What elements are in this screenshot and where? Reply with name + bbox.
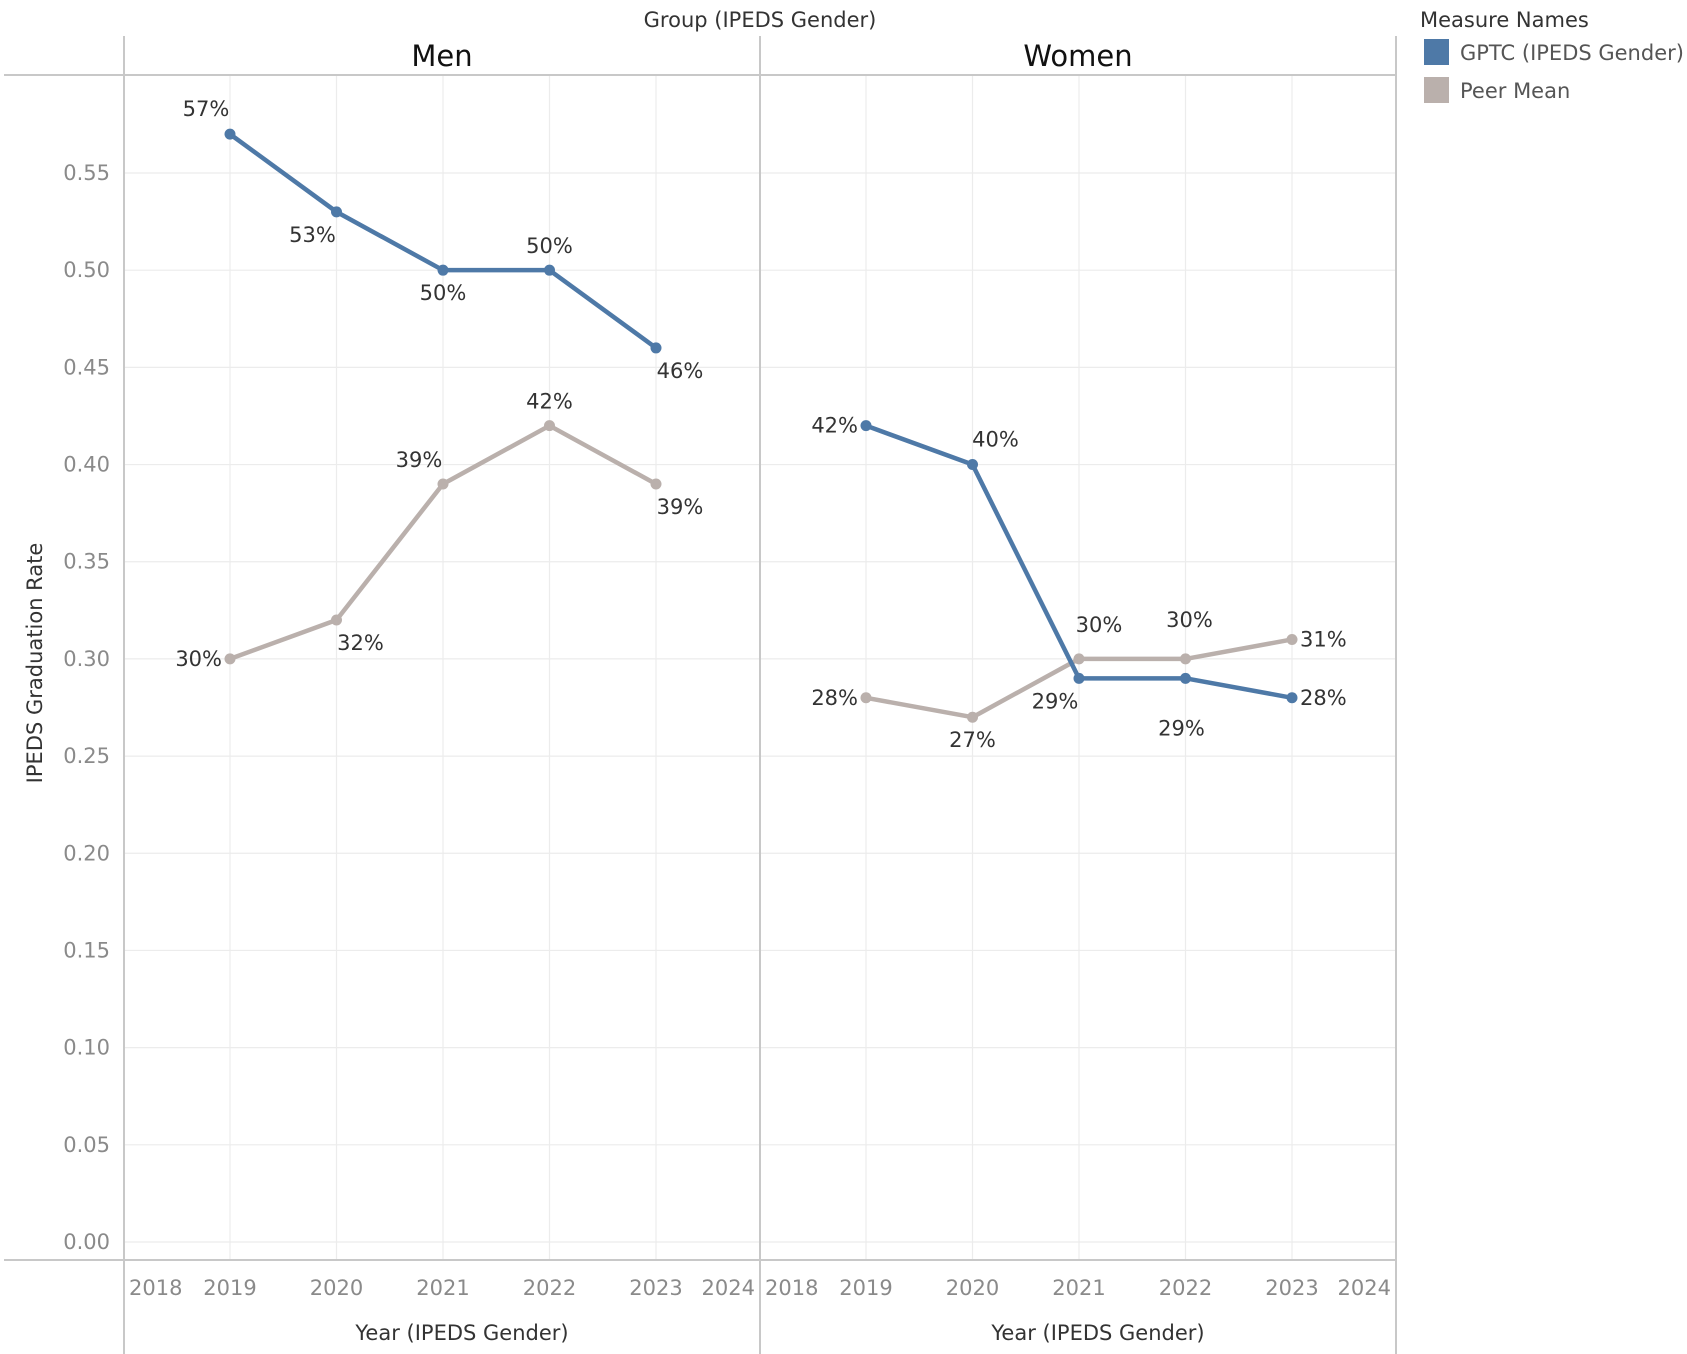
data-point [1286, 633, 1298, 645]
data-label: 30% [1076, 613, 1123, 637]
data-point [224, 653, 236, 665]
data-point [650, 342, 662, 354]
data-point [544, 264, 555, 276]
data-point [860, 420, 872, 432]
legend-label: Peer Mean [1460, 79, 1570, 103]
x-tick-label: 2022 [523, 1276, 576, 1300]
data-point [437, 264, 449, 276]
x-tick-label: 2022 [1159, 1276, 1212, 1300]
data-point [1073, 672, 1085, 684]
y-tick-label: 0.00 [63, 1230, 110, 1254]
column-header: Group (IPEDS Gender) [644, 8, 877, 32]
y-tick-label: 0.10 [63, 1036, 110, 1060]
data-label: 39% [657, 495, 704, 519]
y-tick-label: 0.30 [63, 647, 110, 671]
data-point [1180, 672, 1191, 684]
data-point [1180, 653, 1191, 665]
data-label: 28% [811, 686, 858, 710]
data-label: 50% [420, 281, 467, 305]
data-point [331, 206, 342, 218]
y-tick-label: 0.25 [63, 744, 110, 768]
data-label: 42% [526, 390, 573, 414]
x-tick-label: 2020 [310, 1276, 363, 1300]
x-tick-label: 2019 [203, 1276, 256, 1300]
data-label: 46% [657, 359, 704, 383]
data-point [860, 692, 872, 704]
x-tick-label: 2024 [1338, 1276, 1391, 1300]
data-point [544, 420, 555, 432]
legend-title: Measure Names [1420, 8, 1589, 32]
data-label: 27% [949, 728, 996, 752]
x-tick-label: 2021 [416, 1276, 469, 1300]
panel-frames [4, 36, 1397, 1354]
data-labels: 30% 32% 39% 42% 39% 57% 53% 50% 50% 46% 28% 27% 30% 3… [175, 97, 1346, 752]
y-tick-label: 0.45 [63, 355, 110, 379]
data-label: 42% [811, 414, 858, 438]
x-tick-label: 2023 [1265, 1276, 1318, 1300]
y-tick-label: 0.55 [63, 161, 110, 185]
data-label: 30% [175, 647, 222, 671]
x-tick-label: 2019 [839, 1276, 892, 1300]
x-tick-label: 2021 [1052, 1276, 1105, 1300]
data-point [1286, 692, 1298, 704]
data-point [650, 478, 662, 490]
gridlines [124, 75, 1396, 1260]
y-tick-label: 0.20 [63, 841, 110, 865]
legend-swatch [1424, 77, 1449, 103]
data-label: 32% [337, 631, 384, 655]
data-label: 30% [1166, 608, 1213, 632]
x-tick-label: 2024 [702, 1276, 755, 1300]
x-axis-title: Year (IPEDS Gender) [990, 1321, 1204, 1345]
data-point [967, 459, 978, 471]
y-tick-label: 0.35 [63, 550, 110, 574]
legend-swatch [1424, 39, 1449, 65]
data-label: 39% [396, 448, 443, 472]
data-point [331, 614, 342, 626]
data-point [1073, 653, 1085, 665]
data-point [224, 128, 236, 140]
y-tick-label: 0.50 [63, 258, 110, 282]
y-tick-label: 0.05 [63, 1133, 110, 1157]
x-tick-label: 2023 [629, 1276, 682, 1300]
legend-label: GPTC (IPEDS Gender) [1460, 41, 1684, 65]
data-label: 31% [1300, 627, 1347, 651]
x-tick-label: 2018 [765, 1276, 818, 1300]
x-tick-label: 2020 [946, 1276, 999, 1300]
y-axis-title: IPEDS Graduation Rate [23, 543, 47, 784]
data-label: 40% [972, 428, 1019, 452]
data-label: 50% [526, 234, 573, 258]
data-label: 29% [1158, 716, 1205, 740]
panel-title-men: Men [411, 39, 472, 73]
data-point [967, 711, 978, 723]
legend: Measure Names GPTC (IPEDS Gender) Peer Mea… [1420, 8, 1684, 103]
panel-title-women: Women [1023, 39, 1132, 73]
data-label: 53% [289, 223, 336, 247]
x-axis-title: Year (IPEDS Gender) [354, 1321, 568, 1345]
series-lines [224, 128, 1298, 723]
data-label: 29% [1032, 689, 1079, 713]
y-tick-label: 0.15 [63, 938, 110, 962]
data-point [437, 478, 449, 490]
data-label: 28% [1300, 686, 1347, 710]
y-tick-label: 0.40 [63, 453, 110, 477]
axes: Group (IPEDS Gender) 0.00 0.05 0.10 0.15 0.20… [23, 8, 1391, 1345]
x-tick-label: 2018 [129, 1276, 182, 1300]
data-label: 57% [183, 97, 230, 121]
